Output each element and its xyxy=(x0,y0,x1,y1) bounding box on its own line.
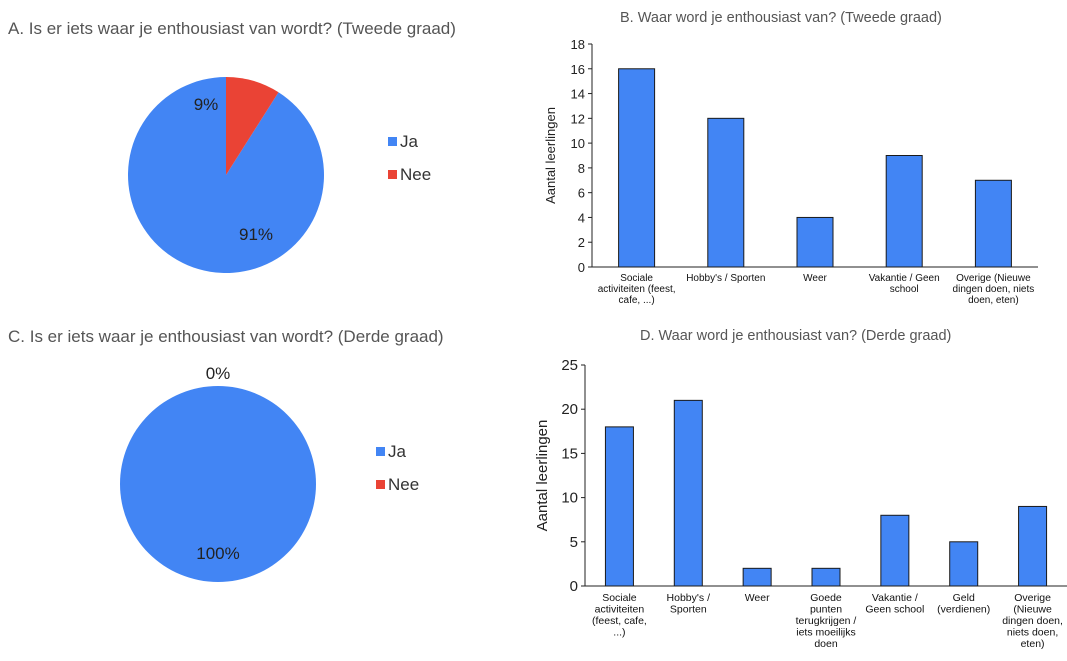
chart-title: C. Is er iets waar je enthousiast van wo… xyxy=(8,327,444,346)
x-tick-label: Vakantie / Geen school xyxy=(865,592,924,616)
x-tick-label: Weer xyxy=(803,273,827,284)
x-tick-label: Sociale activiteiten (feest, cafe, ...) xyxy=(598,273,676,306)
legend-label: Ja xyxy=(400,132,419,151)
x-tick-label: Goede punten terugkrijgen / iets moeilijks d… xyxy=(796,592,857,650)
y-tick-label: 2 xyxy=(578,235,585,250)
y-axis-label: Aantal leerlingen xyxy=(534,420,551,532)
x-tick-label: Overige (Nieuwe dingen doen, niets doen, ete… xyxy=(1002,592,1063,650)
y-tick-label: 18 xyxy=(571,37,585,52)
x-tick-label: Hobby's / Sporten xyxy=(667,592,711,616)
legend-swatch xyxy=(376,480,385,489)
bar xyxy=(796,216,834,268)
x-tick-label: Hobby's / Sporten xyxy=(686,273,765,284)
chart-title: D. Waar word je enthousiast van? (Derde … xyxy=(640,328,951,344)
slice-label: 0% xyxy=(206,364,231,383)
legend-label: Nee xyxy=(388,475,419,494)
bar xyxy=(604,426,634,587)
bar xyxy=(811,567,841,587)
x-tick-label: Sociale activiteiten (feest, cafe,...) xyxy=(592,592,647,639)
y-tick-label: 12 xyxy=(571,111,585,126)
x-tick-label: Geld (verdienen) xyxy=(937,592,990,616)
pie-slice-nee xyxy=(226,77,279,175)
y-axis-label: Aantal leerlingen xyxy=(543,107,558,204)
legend-swatch xyxy=(376,447,385,456)
pie-slice-ja xyxy=(127,77,324,273)
chart-title: A. Is er iets waar je enthousiast van wo… xyxy=(8,19,456,38)
slice-label: 9% xyxy=(194,95,219,114)
bar xyxy=(949,541,979,587)
legend-swatch xyxy=(388,137,397,146)
bar xyxy=(707,117,745,268)
y-tick-label: 6 xyxy=(578,186,585,201)
y-tick-label: 25 xyxy=(561,357,578,374)
x-tick-label: Overige (Nieuwe dingen doen, niets doen, e… xyxy=(953,273,1035,306)
bar xyxy=(885,155,923,268)
bar xyxy=(618,68,656,268)
legend-swatch xyxy=(388,170,397,179)
y-tick-label: 0 xyxy=(578,260,585,275)
legend-label: Ja xyxy=(388,442,407,461)
bar xyxy=(880,514,910,587)
pie-chart-c: C. Is er iets waar je enthousiast van wo… xyxy=(8,327,444,582)
legend-label: Nee xyxy=(400,165,431,184)
y-tick-label: 8 xyxy=(578,161,585,176)
y-tick-label: 16 xyxy=(571,62,585,77)
y-tick-label: 20 xyxy=(561,401,578,418)
y-tick-label: 10 xyxy=(561,490,578,507)
y-tick-label: 5 xyxy=(570,534,578,551)
y-tick-label: 15 xyxy=(561,445,578,462)
y-tick-label: 4 xyxy=(578,210,585,225)
bar-chart-b: B. Waar word je enthousiast van? (Tweede… xyxy=(543,10,1038,306)
bar xyxy=(974,179,1012,268)
y-tick-label: 0 xyxy=(570,578,578,595)
y-tick-label: 14 xyxy=(571,87,585,102)
bar xyxy=(742,567,772,587)
x-tick-label: Weer xyxy=(745,592,770,604)
pie-slice-ja xyxy=(120,386,316,582)
bar-chart-d: D. Waar word je enthousiast van? (Derde … xyxy=(534,328,1067,650)
bar xyxy=(1018,505,1048,587)
slice-label: 100% xyxy=(196,544,239,563)
bar xyxy=(673,399,703,587)
x-tick-label: Vakantie / Geen school xyxy=(869,273,940,295)
slice-label: 91% xyxy=(239,225,273,244)
pie-chart-a: A. Is er iets waar je enthousiast van wo… xyxy=(8,19,456,273)
chart-title: B. Waar word je enthousiast van? (Tweede… xyxy=(620,10,942,26)
y-tick-label: 10 xyxy=(571,136,585,151)
